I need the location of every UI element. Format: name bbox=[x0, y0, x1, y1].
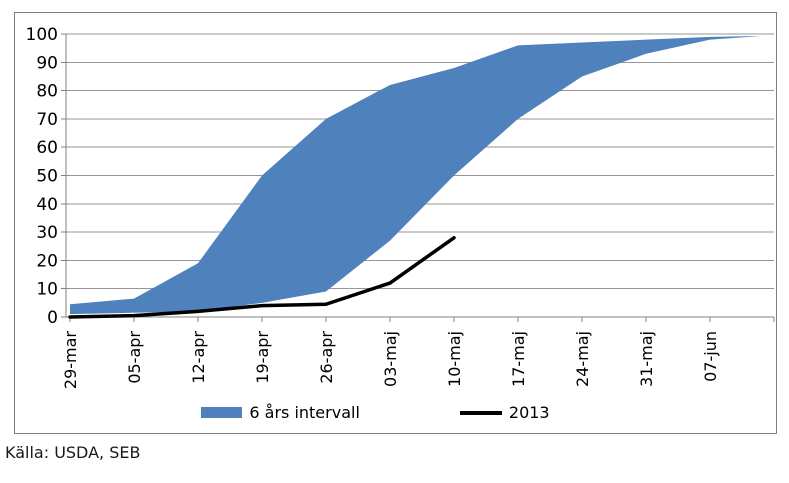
x-axis-label: 19-apr bbox=[253, 331, 272, 384]
y-axis-label: 90 bbox=[36, 53, 58, 73]
band-color-swatch bbox=[201, 407, 243, 418]
line-color-swatch bbox=[459, 410, 502, 415]
x-axis-label: 31-maj bbox=[637, 331, 656, 387]
x-axis-label: 29-mar bbox=[61, 331, 80, 390]
y-axis-label: 80 bbox=[36, 82, 58, 102]
legend-item-interval-band: 6 års intervall bbox=[201, 403, 360, 422]
legend-item-2013: 2013 bbox=[459, 403, 550, 422]
y-axis-label: 100 bbox=[26, 25, 58, 45]
x-axis-label: 26-apr bbox=[317, 331, 336, 384]
legend-label-interval-band: 6 års intervall bbox=[249, 403, 360, 422]
chart-area: 0 10 20 30 40 50 60 70 80 90 100 29-mar 05-apr 12-apr… bbox=[14, 12, 777, 434]
legend: 6 års intervall 2013 bbox=[0, 403, 756, 422]
y-axis-label: 20 bbox=[36, 251, 58, 271]
x-axis-label: 07-jun bbox=[701, 331, 720, 382]
y-axis-label: 0 bbox=[47, 308, 58, 328]
plot-canvas: 0 10 20 30 40 50 60 70 80 90 100 29-mar 05-apr 12-apr… bbox=[26, 25, 775, 390]
line-2013 bbox=[68, 236, 456, 319]
source-note: Källa: USDA, SEB bbox=[5, 443, 141, 462]
x-axis-label: 12-apr bbox=[189, 331, 208, 384]
interval-band-area bbox=[70, 35, 762, 315]
x-axis-label: 10-maj bbox=[445, 331, 464, 387]
y-axis-label: 50 bbox=[36, 167, 58, 187]
y-axis-label: 40 bbox=[36, 195, 58, 215]
y-axis-label: 70 bbox=[36, 110, 58, 130]
x-axis-label: 17-maj bbox=[509, 331, 528, 387]
x-axis-label: 24-maj bbox=[573, 331, 592, 387]
legend-label-2013: 2013 bbox=[508, 403, 550, 422]
x-axis-label: 05-apr bbox=[125, 331, 144, 384]
y-axis-label: 60 bbox=[36, 138, 58, 158]
x-axis-label: 03-maj bbox=[381, 331, 400, 387]
y-axis-label: 30 bbox=[36, 223, 58, 243]
y-axis-label: 10 bbox=[36, 280, 58, 300]
